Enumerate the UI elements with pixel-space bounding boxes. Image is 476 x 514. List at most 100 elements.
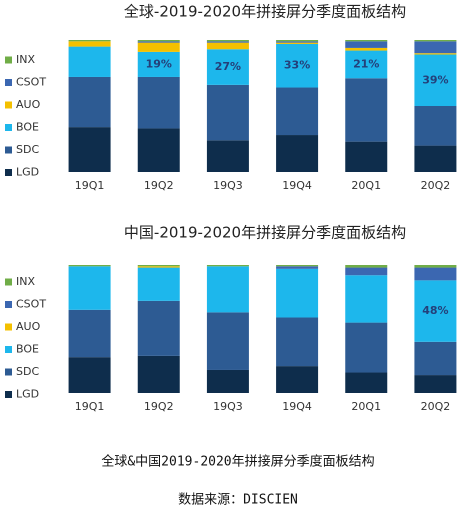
bar-segment: [137, 128, 180, 172]
bar-segment: [276, 40, 319, 42]
x-tick-label: 19Q3: [213, 179, 243, 192]
legend-label: CSOT: [16, 298, 46, 311]
bar-segment: [414, 267, 457, 281]
legend-label: AUO: [16, 98, 41, 111]
legend-label: BOE: [16, 343, 39, 356]
x-tick-label: 19Q2: [144, 400, 174, 413]
bar-segment: [345, 40, 388, 42]
bar-segment: [206, 140, 249, 172]
bar-segment: [68, 266, 111, 310]
bar-segment: [276, 266, 319, 269]
bar-segment: [68, 41, 111, 47]
bar-segment: [206, 265, 249, 267]
bar-segment: [206, 84, 249, 141]
bar-segment: [68, 309, 111, 358]
bar-segment: [206, 369, 249, 393]
caption: 全球&中国2019-2020年拼接屏分季度面板结构: [101, 454, 374, 470]
bar-segment: [276, 317, 319, 367]
bar-segment: [206, 49, 249, 85]
bar-segment: [206, 312, 249, 370]
bar-segment: [414, 341, 457, 376]
legend-swatch: [5, 56, 12, 64]
bar-segment: [206, 41, 249, 43]
bar-segment: [137, 42, 180, 52]
legend-swatch: [5, 101, 12, 109]
bar-segment: [414, 375, 457, 393]
x-tick-label: 19Q1: [75, 400, 105, 413]
chart-title: 中国-2019-2020年拼接屏分季度面板结构: [124, 224, 406, 242]
bar-segment: [345, 141, 388, 172]
bar-segment: [137, 355, 180, 393]
bar-segment: [414, 53, 457, 55]
bar-segment: [68, 40, 111, 42]
source: 数据来源：DISCIEN: [178, 493, 298, 508]
bar-segment: [68, 357, 111, 393]
bar-segment: [345, 265, 388, 268]
bar-segment: [345, 372, 388, 393]
bar-segment: [206, 266, 249, 313]
data-label: 27%: [215, 60, 241, 73]
bar-segment: [137, 267, 180, 301]
x-tick-label: 19Q4: [282, 400, 312, 413]
bar-segment: [276, 43, 319, 88]
legend-swatch: [5, 346, 12, 353]
legend-swatch: [5, 323, 12, 331]
bar-segment: [276, 265, 319, 267]
bar-segment: [68, 46, 111, 77]
bar-segment: [414, 280, 457, 342]
bar-segment: [345, 50, 388, 79]
legend-swatch: [5, 368, 12, 376]
bar-segment: [276, 366, 319, 393]
legend-label: INX: [16, 275, 35, 288]
bar-segment: [345, 41, 388, 48]
bar-segment: [345, 78, 388, 142]
data-label: 21%: [353, 57, 379, 70]
bar-segment: [414, 265, 457, 268]
legend-label: LGD: [16, 166, 39, 179]
bar-segment: [276, 41, 319, 43]
data-label: 19%: [146, 57, 172, 70]
x-tick-label: 19Q2: [144, 179, 174, 192]
legend-label: LGD: [16, 388, 39, 401]
bar-segment: [414, 54, 457, 106]
bar-segment: [137, 51, 180, 77]
bar-segment: [137, 300, 180, 356]
legend-swatch: [5, 79, 12, 86]
x-tick-label: 19Q3: [213, 400, 243, 413]
legend-swatch: [5, 301, 12, 308]
bar-segment: [414, 106, 457, 146]
bar-segment: [68, 76, 111, 128]
x-tick-label: 20Q1: [351, 179, 381, 192]
bar-segment: [345, 267, 388, 276]
bar-segment: [345, 275, 388, 323]
bar-segment: [414, 40, 457, 42]
bar-segment: [345, 47, 388, 51]
legend-label: BOE: [16, 121, 39, 134]
x-tick-label: 19Q1: [75, 179, 105, 192]
bar-segment: [137, 41, 180, 43]
bar-segment: [414, 41, 457, 54]
bar-segment: [68, 265, 111, 267]
data-label: 33%: [284, 59, 310, 72]
bar-segment: [137, 266, 180, 268]
data-label: 48%: [422, 304, 448, 317]
bar-segment: [137, 265, 180, 267]
bar-segment: [276, 268, 319, 318]
legend-swatch: [5, 278, 12, 286]
legend-swatch: [5, 169, 12, 176]
bar-segment: [414, 145, 457, 172]
legend-label: AUO: [16, 320, 41, 333]
legend-swatch: [5, 391, 12, 398]
legend-label: SDC: [16, 143, 39, 156]
bar-segment: [276, 87, 319, 136]
x-tick-label: 20Q2: [421, 400, 451, 413]
legend-swatch: [5, 124, 12, 131]
bar-segment: [345, 322, 388, 373]
x-tick-label: 19Q4: [282, 179, 312, 192]
bar-segment: [276, 135, 319, 172]
bar-segment: [68, 127, 111, 172]
x-tick-label: 20Q1: [351, 400, 381, 413]
legend-label: SDC: [16, 365, 39, 378]
bar-segment: [206, 40, 249, 42]
